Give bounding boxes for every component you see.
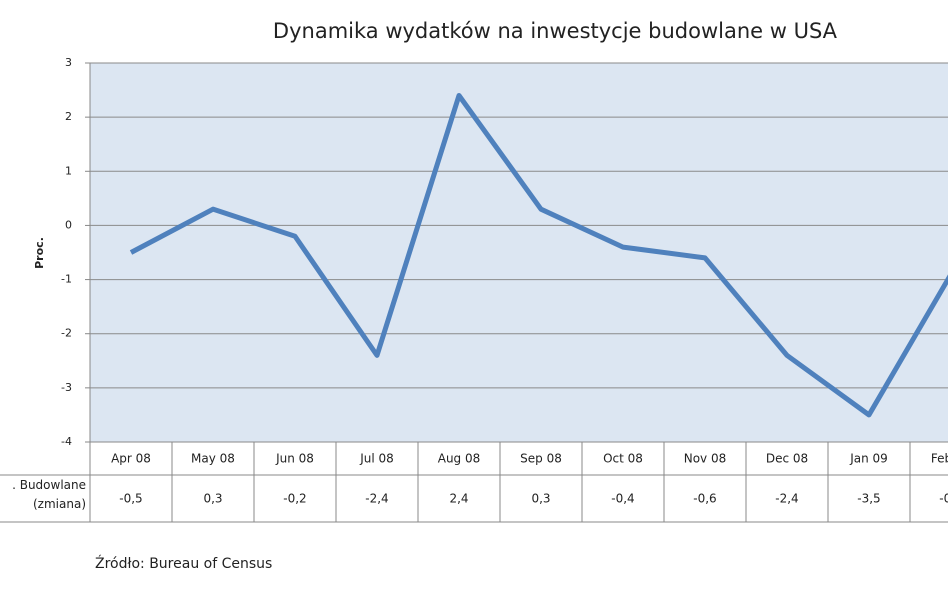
data-label: -2,4 bbox=[365, 492, 388, 506]
x-tick-label: Sep 08 bbox=[520, 452, 562, 466]
data-label: 0,3 bbox=[203, 492, 222, 506]
y-tick-label: -4 bbox=[61, 435, 72, 448]
x-tick-label: Jun 08 bbox=[275, 452, 314, 466]
data-label: 2,4 bbox=[449, 492, 468, 506]
data-label: -0,5 bbox=[119, 492, 142, 506]
x-tick-label: Aug 08 bbox=[438, 452, 481, 466]
x-tick-label: May 08 bbox=[191, 452, 235, 466]
line bbox=[129, 92, 948, 418]
chart-title: Dynamika wydatków na inwestycje budowlan… bbox=[273, 19, 838, 43]
y-tick-label: 1 bbox=[65, 164, 72, 177]
y-tick-label: -2 bbox=[61, 327, 72, 340]
data-label: -3,5 bbox=[857, 492, 880, 506]
plot-area bbox=[89, 62, 948, 443]
data-label: -0,9 bbox=[939, 492, 948, 506]
x-tick-label: Oct 08 bbox=[603, 452, 643, 466]
data-label: -0,6 bbox=[693, 492, 716, 506]
x-tick-label: Apr 08 bbox=[111, 452, 151, 466]
series-name: . Budowlane (zmiana) bbox=[12, 478, 86, 511]
source: Źródło: Bureau of Census bbox=[95, 554, 272, 572]
x-tick-label: Nov 08 bbox=[684, 452, 727, 466]
y-tick-label: 2 bbox=[65, 110, 72, 123]
x-tick-label: Jul 08 bbox=[359, 452, 394, 466]
x-tick-label: Jan 09 bbox=[849, 452, 888, 466]
y-tick-label: -1 bbox=[61, 273, 72, 286]
y-tick-label: 0 bbox=[65, 218, 72, 231]
data-label: 0,3 bbox=[531, 492, 550, 506]
data-label: -2,4 bbox=[775, 492, 798, 506]
data-label: -0,2 bbox=[283, 492, 306, 506]
x-tick-label: Feb 09 bbox=[931, 452, 948, 466]
data-label: -0,4 bbox=[611, 492, 634, 506]
y-tick-label: 3 bbox=[65, 56, 72, 69]
x-tick-label: Dec 08 bbox=[766, 452, 808, 466]
y-axis-label: Proc. bbox=[33, 237, 46, 269]
y-tick-label: -3 bbox=[61, 381, 72, 394]
